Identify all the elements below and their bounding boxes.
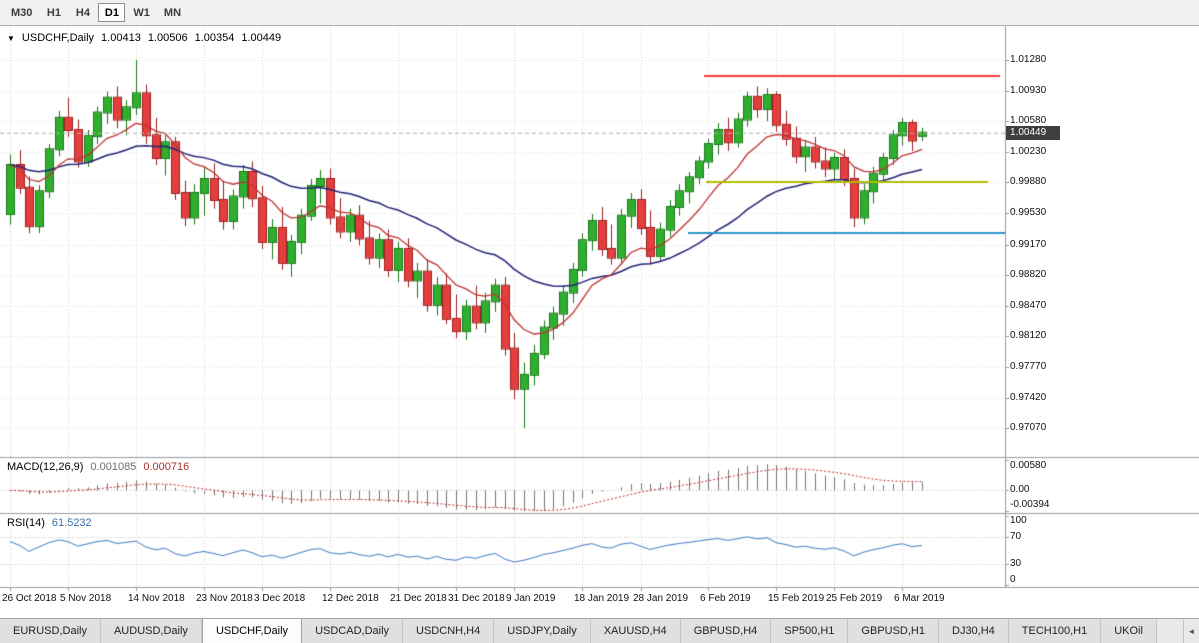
timeframe-button-d1[interactable]: D1 xyxy=(98,3,126,22)
chart-menu-icon[interactable]: ▼ xyxy=(7,33,15,43)
time-axis-label: 5 Nov 2018 xyxy=(60,593,112,604)
time-axis-label: 26 Oct 2018 xyxy=(2,593,57,604)
macd-axis-label: -0.00394 xyxy=(1010,499,1050,510)
price-axis-label: 0.98470 xyxy=(1010,300,1047,311)
price-axis-label: 0.99880 xyxy=(1010,176,1047,187)
price-chart-canvas[interactable] xyxy=(0,26,1199,614)
price-axis-label: 1.00930 xyxy=(1010,85,1047,96)
timeframe-button-mn[interactable]: MN xyxy=(163,6,182,19)
time-axis-label: 18 Jan 2019 xyxy=(574,593,630,604)
tab-scroll-left-button[interactable]: ◄ xyxy=(1183,618,1199,643)
rsi-axis-label: 30 xyxy=(1010,558,1022,569)
chart-tab-gbpusd-h4[interactable]: GBPUSD,H4 xyxy=(680,619,772,643)
timeframe-button-h4[interactable]: H4 xyxy=(75,6,90,19)
rsi-axis-label: 100 xyxy=(1010,515,1027,526)
chart-tab-sp500-h1[interactable]: SP500,H1 xyxy=(771,619,849,643)
chart-tab-usdchf-daily[interactable]: USDCHF,Daily xyxy=(201,619,303,643)
price-axis-label: 0.98820 xyxy=(1010,269,1047,280)
ohlc-low-value: 1.00354 xyxy=(194,32,235,44)
timeframe-button-m30[interactable]: M30 xyxy=(11,6,33,19)
chart-tab-dj30-h4[interactable]: DJ30,H4 xyxy=(939,619,1009,643)
price-axis-label: 0.99170 xyxy=(1010,239,1047,250)
rsi-title: RSI(14) xyxy=(7,517,45,529)
price-axis-label: 0.97420 xyxy=(1010,392,1047,403)
price-axis-label: 1.01280 xyxy=(1010,54,1047,65)
chart-tab-xauusd-h4[interactable]: XAUUSD,H4 xyxy=(590,619,681,643)
time-axis-label: 23 Nov 2018 xyxy=(196,593,253,604)
time-axis-label: 12 Dec 2018 xyxy=(322,593,379,604)
ohlc-high-value: 1.00506 xyxy=(147,32,188,44)
timeframe-button-w1[interactable]: W1 xyxy=(133,6,150,19)
chart-tab-gbpusd-h1[interactable]: GBPUSD,H1 xyxy=(848,619,939,643)
time-axis-label: 31 Dec 2018 xyxy=(448,593,505,604)
current-price-badge: 1.00449 xyxy=(1006,126,1060,140)
time-axis-label: 3 Dec 2018 xyxy=(254,593,306,604)
chart-tab-audusd-daily[interactable]: AUDUSD,Daily xyxy=(100,619,202,643)
price-axis-label: 0.97070 xyxy=(1010,422,1047,433)
chart-tab-usdcnh-h4[interactable]: USDCNH,H4 xyxy=(403,619,495,643)
chart-tab-eurusd-daily[interactable]: EURUSD,Daily xyxy=(0,619,101,643)
chart-tab-tech100-h1[interactable]: TECH100,H1 xyxy=(1008,619,1102,643)
chart-ohlc-header: ▼ USDCHF,Daily 1.00413 1.00506 1.00354 1… xyxy=(7,32,281,44)
macd-axis-label: 0.00 xyxy=(1010,484,1030,495)
macd-title: MACD(12,26,9) xyxy=(7,461,84,473)
time-axis-label: 21 Dec 2018 xyxy=(390,593,447,604)
rsi-value: 61.5232 xyxy=(51,517,92,529)
chart-tab-usdcad-daily[interactable]: USDCAD,Daily xyxy=(302,619,404,643)
chart-tabs-bar: EURUSD,Daily AUDUSD,Daily USDCHF,Daily USDC… xyxy=(0,618,1199,643)
chart-symbol-label: USDCHF,Daily xyxy=(21,32,95,44)
rsi-axis-label: 0 xyxy=(1010,574,1016,585)
time-axis-label: 9 Jan 2019 xyxy=(506,593,556,604)
price-axis-label: 1.00230 xyxy=(1010,146,1047,157)
price-axis-label: 0.97770 xyxy=(1010,361,1047,372)
time-axis-label: 25 Feb 2019 xyxy=(826,593,883,604)
timeframe-toolbar: M30 H1 H4 D1 W1 MN xyxy=(0,0,1199,26)
time-axis: 26 Oct 2018 5 Nov 2018 14 Nov 2018 23 Nov 2… xyxy=(0,588,1199,614)
price-axis-label: 1.00580 xyxy=(1010,115,1047,126)
ohlc-close-value: 1.00449 xyxy=(241,32,282,44)
time-axis-label: 14 Nov 2018 xyxy=(128,593,185,604)
rsi-header: RSI(14) 61.5232 xyxy=(7,517,92,529)
time-axis-label: 28 Jan 2019 xyxy=(633,593,689,604)
macd-header: MACD(12,26,9) 0.001085 0.000716 xyxy=(7,461,189,473)
price-axis-label: 0.99530 xyxy=(1010,207,1047,218)
macd-main-value: 0.001085 xyxy=(90,461,137,473)
time-axis-label: 15 Feb 2019 xyxy=(768,593,825,604)
price-axis-label: 0.98120 xyxy=(1010,330,1047,341)
macd-signal-value: 0.000716 xyxy=(143,461,190,473)
chart-tab-usdjpy-daily[interactable]: USDJPY,Daily xyxy=(494,619,591,643)
chart-tab-ukoil[interactable]: UKOil xyxy=(1101,619,1157,643)
time-axis-label: 6 Feb 2019 xyxy=(700,593,751,604)
macd-axis-label: 0.00580 xyxy=(1010,460,1047,471)
ohlc-open-value: 1.00413 xyxy=(101,32,141,44)
timeframe-button-h1[interactable]: H1 xyxy=(46,6,61,19)
time-axis-label: 6 Mar 2019 xyxy=(894,593,945,604)
rsi-axis-label: 70 xyxy=(1010,531,1022,542)
